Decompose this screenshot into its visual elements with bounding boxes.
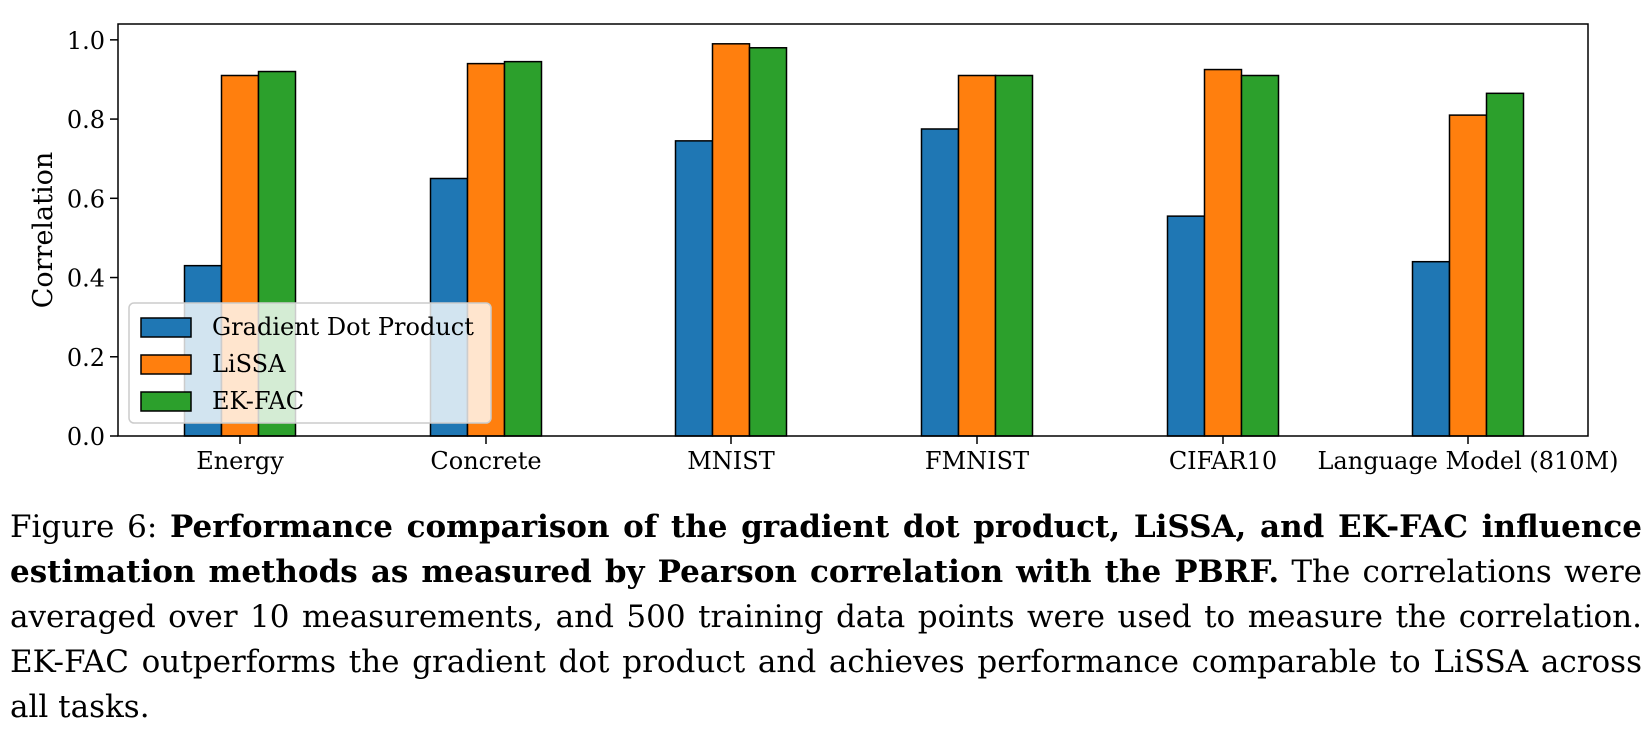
- x-tick-label: CIFAR10: [1169, 447, 1277, 475]
- y-tick-label: 0.2: [67, 344, 105, 372]
- y-tick-label: 0.6: [67, 185, 105, 213]
- caption-body-text: The correlations were averaged over 10 m…: [10, 554, 1642, 725]
- x-axis: Energy Concrete MNIST FMNIST CIFAR10 Language…: [196, 436, 1619, 475]
- bar-lissa-mnist: [711, 43, 751, 437]
- y-tick-label: 0.4: [67, 265, 105, 293]
- bar-lissa-cifar10: [1203, 68, 1243, 437]
- plot-frame: [117, 23, 1589, 437]
- x-tick-label: Concrete: [430, 447, 541, 475]
- bar-ek-fac-fmnist: [994, 74, 1034, 437]
- caption-bold-text: Performance comparison of the gradient d…: [10, 509, 1643, 590]
- x-tick-label: Energy: [196, 447, 284, 475]
- caption-figure-label: Figure 6:: [10, 509, 158, 545]
- bar-ek-fac-cifar10: [1240, 74, 1280, 437]
- bar-gradient-dot-product-fmnist: [920, 128, 960, 437]
- y-tick-label: 0.0: [67, 423, 105, 451]
- bar-ek-fac-mnist: [748, 47, 788, 437]
- y-tick-label: 1.0: [67, 27, 105, 55]
- legend-swatch: [140, 354, 192, 375]
- bar-lissa-language-model-810m-: [1448, 114, 1488, 437]
- x-tick-label: Language Model (810M): [1317, 447, 1618, 475]
- legend-swatch: [140, 391, 192, 412]
- legend-label: LiSSA: [212, 350, 286, 378]
- legend-swatch: [140, 317, 192, 338]
- legend-label: Gradient Dot Product: [212, 313, 474, 341]
- legend-box: [128, 302, 492, 424]
- y-axis: 0.0 0.2 0.4 0.6 0.8 1.0: [67, 27, 118, 451]
- bar-ek-fac-language-model-810m-: [1485, 92, 1525, 437]
- y-tick-label: 0.8: [67, 106, 105, 134]
- legend: Gradient Dot Product LiSSA EK-FAC: [128, 302, 492, 424]
- bar-chart: 0.0 0.2 0.4 0.6 0.8 1.0 Energy Concrete MNIST FM…: [28, 23, 1619, 475]
- x-tick-label: FMNIST: [925, 447, 1029, 475]
- legend-label: EK-FAC: [212, 387, 304, 415]
- bar-gradient-dot-product-cifar10: [1166, 215, 1206, 437]
- bar-lissa-fmnist: [957, 74, 997, 437]
- bar-gradient-dot-product-mnist: [674, 140, 714, 437]
- x-tick-label: MNIST: [687, 447, 775, 475]
- bar-ek-fac-concrete: [503, 60, 543, 437]
- y-axis-label: Correlation: [28, 152, 59, 309]
- bar-gradient-dot-product-language-model-810m-: [1411, 260, 1451, 437]
- figure-caption: Figure 6: Performance comparison of the …: [10, 505, 1642, 730]
